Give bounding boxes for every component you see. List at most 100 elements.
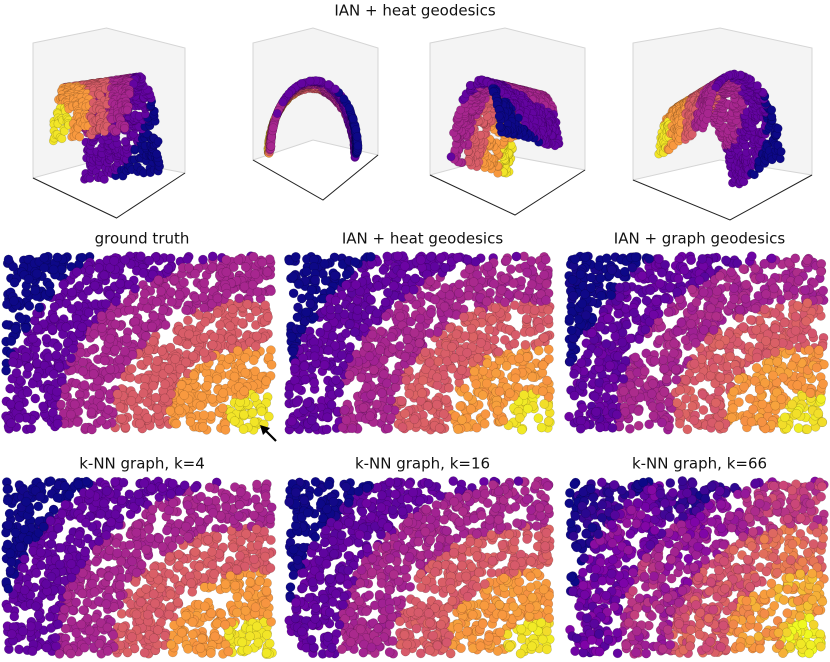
point — [20, 323, 31, 334]
point — [104, 289, 115, 300]
point — [266, 359, 277, 370]
point — [52, 418, 63, 429]
point — [122, 297, 133, 307]
point — [24, 301, 35, 311]
point — [103, 373, 114, 384]
point — [67, 287, 77, 298]
point — [112, 389, 123, 399]
point — [170, 354, 181, 364]
point — [159, 393, 170, 404]
point — [72, 267, 82, 277]
point — [171, 418, 182, 429]
point — [148, 336, 159, 346]
point — [96, 311, 107, 321]
point — [1, 365, 11, 376]
point — [773, 124, 783, 133]
point — [195, 401, 206, 411]
panel — [1, 251, 277, 435]
point — [212, 374, 223, 385]
point — [266, 141, 276, 151]
point — [220, 425, 231, 435]
point — [105, 333, 116, 344]
point — [99, 270, 110, 281]
point — [58, 279, 69, 290]
3d-view — [252, 27, 379, 201]
point — [148, 311, 159, 322]
point — [239, 281, 250, 292]
point — [9, 296, 19, 306]
point — [185, 416, 196, 427]
point — [215, 319, 225, 330]
point — [79, 380, 90, 390]
point — [147, 321, 157, 332]
point — [181, 305, 191, 315]
point — [212, 308, 223, 319]
point — [28, 333, 38, 344]
point — [218, 388, 229, 398]
3d-view — [32, 27, 186, 219]
point — [352, 132, 362, 142]
point — [446, 152, 456, 162]
point — [39, 252, 50, 263]
point — [249, 392, 260, 403]
point — [260, 300, 271, 311]
point — [207, 393, 218, 404]
point — [348, 114, 358, 124]
point — [221, 267, 232, 277]
point — [188, 370, 199, 381]
point — [115, 278, 126, 289]
point — [179, 277, 189, 288]
point — [130, 316, 140, 327]
point — [1, 319, 12, 330]
point — [5, 399, 16, 410]
point — [190, 269, 201, 279]
point — [703, 108, 713, 118]
point — [184, 329, 194, 340]
point — [257, 257, 268, 268]
point — [305, 76, 315, 86]
point — [239, 409, 249, 420]
point — [52, 252, 63, 263]
point — [175, 364, 186, 374]
point — [61, 322, 71, 333]
3d-view — [429, 27, 586, 216]
point — [212, 293, 223, 304]
point — [157, 346, 167, 356]
point — [152, 355, 162, 366]
point — [767, 105, 777, 115]
point — [278, 97, 288, 107]
point — [240, 262, 251, 272]
point — [96, 415, 107, 426]
box-axes — [632, 174, 813, 221]
point — [138, 268, 149, 279]
point — [202, 380, 212, 391]
point — [11, 368, 22, 378]
point — [41, 333, 52, 344]
point — [188, 351, 199, 362]
point — [120, 255, 131, 265]
point — [120, 123, 130, 133]
point — [142, 303, 153, 314]
point — [166, 297, 177, 307]
point — [122, 105, 132, 115]
point — [57, 134, 67, 144]
point — [163, 263, 173, 274]
point — [20, 352, 31, 363]
point — [47, 324, 58, 335]
point — [169, 275, 180, 285]
point — [239, 386, 250, 397]
point — [75, 132, 85, 142]
point — [106, 311, 116, 321]
point — [248, 355, 259, 366]
point — [72, 417, 83, 427]
point — [8, 357, 18, 368]
point — [23, 362, 34, 373]
point — [232, 345, 243, 356]
point — [179, 390, 190, 400]
point — [132, 405, 143, 416]
point — [30, 393, 41, 404]
point — [199, 332, 210, 343]
point — [248, 251, 259, 262]
point — [160, 320, 171, 330]
point — [45, 287, 55, 298]
